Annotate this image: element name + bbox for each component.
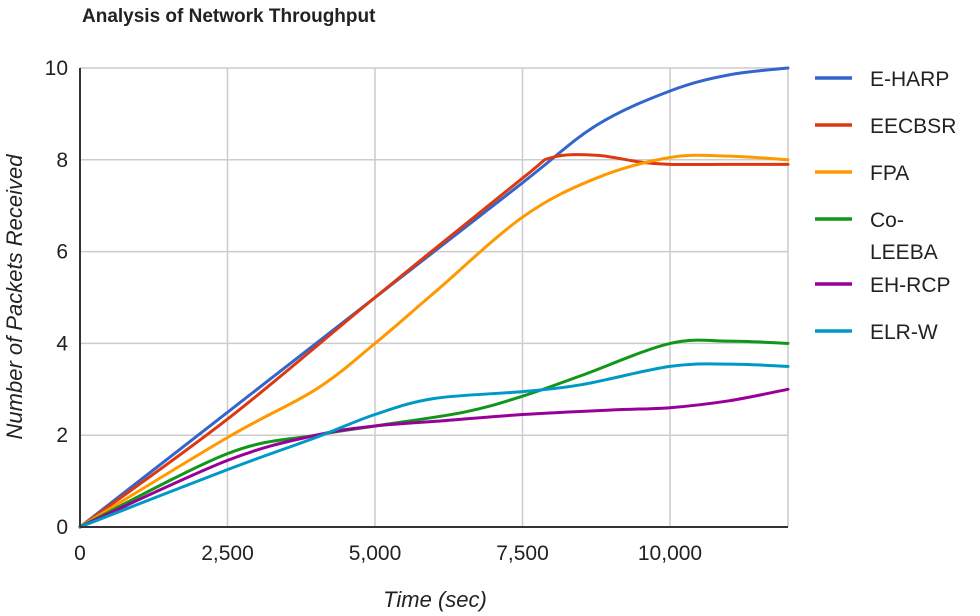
series-line-e-harp <box>78 66 790 529</box>
x-axis-label: Time (sec) <box>383 587 487 612</box>
y-axis-label: Number of Packets Received <box>2 154 27 440</box>
grid-lines <box>80 67 789 527</box>
series-line-eecbsr <box>78 153 790 529</box>
y-tick-label: 2 <box>56 424 68 447</box>
series-line-co-leeba <box>78 338 790 529</box>
y-tick-label: 10 <box>45 57 68 80</box>
series-line-eh-rcp <box>78 387 790 529</box>
legend: E-HARP EECBSR FPA Co- LEEBA EH-RCP ELR-W <box>815 68 956 344</box>
y-tick-label: 4 <box>56 332 68 355</box>
x-tick-label: 0 <box>74 542 86 565</box>
chart-title: Analysis of Network Throughput <box>82 6 376 27</box>
series-line-fpa <box>78 153 790 529</box>
legend-label-eh-rcp: EH-RCP <box>870 274 951 297</box>
x-tick-label: 2,500 <box>201 542 254 565</box>
x-tick-label: 5,000 <box>349 542 402 565</box>
y-tick-label: 8 <box>56 149 68 172</box>
axes <box>79 68 788 528</box>
series-lines <box>78 66 790 529</box>
legend-label-co-leeba: Co- <box>870 209 904 232</box>
x-tick-label: 10,000 <box>638 542 702 565</box>
tick-labels: 0 2 4 6 8 10 0 2,500 5,000 7,500 10,000 <box>45 57 702 565</box>
y-tick-label: 6 <box>56 241 68 264</box>
legend-label-co-leeba: LEEBA <box>870 241 938 264</box>
y-tick-label: 0 <box>56 516 68 539</box>
series-line-elr-w <box>78 362 790 529</box>
x-tick-label: 7,500 <box>496 542 549 565</box>
legend-label-eecbsr: EECBSR <box>870 115 956 138</box>
legend-label-elr-w: ELR-W <box>870 321 938 344</box>
legend-label-fpa: FPA <box>870 162 909 185</box>
legend-label-e-harp: E-HARP <box>870 68 949 91</box>
